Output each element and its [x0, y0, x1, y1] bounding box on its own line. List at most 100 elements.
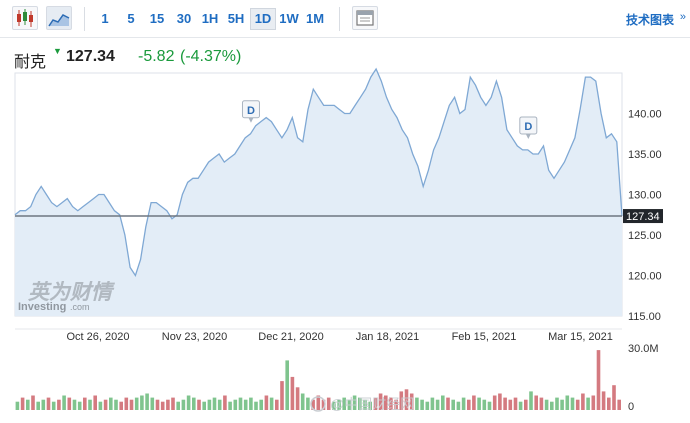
volume-bar: [332, 401, 336, 410]
volume-bar: [321, 399, 326, 410]
volume-bar: [290, 376, 295, 410]
volume-bar: [275, 399, 279, 410]
volume-bar: [326, 397, 331, 410]
volume-bar: [607, 397, 611, 410]
volume-bar: [295, 387, 300, 410]
x-tick-label: Dec 21, 2020: [258, 331, 323, 343]
x-axis: Oct 26, 2020 Nov 23, 2020 Dec 21, 2020 Jan …: [67, 331, 613, 343]
interval-5h-button[interactable]: 5H: [227, 11, 245, 26]
window-icon[interactable]: [352, 6, 378, 30]
volume-bar: [596, 350, 601, 410]
volume-bar: [451, 399, 455, 410]
volume-axis: 30.0M 0: [628, 343, 659, 413]
volume-bar: [46, 397, 51, 410]
weibo-watermark: @中国财经网: [310, 396, 414, 412]
watermark-weibo: @中国财经网: [330, 396, 414, 412]
volume-axis-label-max: 30.0M: [628, 343, 659, 355]
interval-1h-button[interactable]: 1H: [201, 11, 219, 26]
dividend-marker: D: [241, 100, 260, 123]
volume-axis-label-zero: 0: [628, 401, 634, 413]
area-layer: [15, 69, 622, 316]
volume-bar: [300, 393, 305, 410]
volume-bar: [238, 397, 243, 410]
volume-bar: [316, 395, 321, 410]
volume-bar: [586, 397, 590, 410]
volume-bar: [72, 399, 77, 410]
volume-layer: [15, 350, 621, 410]
volume-bar: [259, 399, 263, 410]
toolbar-divider: [339, 7, 340, 31]
volume-bar: [129, 399, 134, 410]
volume-bar: [601, 391, 606, 410]
volume-bar: [461, 397, 466, 410]
interval-1-button[interactable]: 1: [101, 11, 109, 26]
interval-30-button[interactable]: 30: [176, 11, 192, 26]
volume-bar: [617, 399, 621, 410]
volume-bar: [394, 399, 398, 410]
volume-bar: [140, 395, 144, 410]
volume-bar: [435, 399, 440, 410]
price-area: [15, 69, 622, 316]
volume-bar: [487, 401, 492, 410]
volume-bar: [31, 395, 35, 410]
watermark-brand-en: Investing: [18, 301, 66, 313]
volume-bar: [26, 399, 30, 410]
volume-bar: [352, 395, 357, 410]
volume-bar: [492, 395, 497, 410]
volume-bar: [384, 395, 388, 410]
interval-5-button[interactable]: 5: [127, 11, 135, 26]
candlestick-icon[interactable]: [12, 6, 38, 30]
volume-bar: [529, 391, 533, 410]
volume-bar: [518, 401, 523, 410]
volume-bar: [171, 397, 175, 410]
volume-bar: [306, 397, 310, 410]
dividend-marker: D: [519, 116, 538, 139]
volume-bar: [513, 397, 518, 410]
volume-bar: [342, 397, 346, 410]
volume-bar: [425, 401, 430, 410]
interval-1m-button[interactable]: 1M: [305, 11, 325, 26]
double-chevron-right-icon[interactable]: »: [679, 11, 686, 23]
volume-bar: [575, 399, 580, 410]
volume-bar: [202, 401, 206, 410]
volume-bar: [373, 397, 378, 410]
interval-1w-button[interactable]: 1W: [279, 11, 299, 26]
technical-chart-link[interactable]: 技术图表: [625, 13, 674, 27]
volume-bar: [176, 401, 180, 410]
volume-bar: [389, 397, 393, 410]
dividend-marker-pointer: [525, 133, 531, 139]
volume-bar: [57, 399, 61, 410]
volume-bar: [544, 399, 549, 410]
volume-bar: [119, 401, 123, 410]
volume-bar: [420, 399, 424, 410]
volume-bar: [498, 393, 502, 410]
x-tick-label: Feb 15, 2021: [452, 331, 517, 343]
volume-bar: [212, 397, 217, 410]
volume-bar: [228, 401, 232, 410]
y-tick-label: 115.00: [628, 311, 661, 323]
interval-1d-button[interactable]: 1D: [250, 8, 276, 30]
dividend-marker-label: D: [247, 105, 255, 117]
volume-bar: [15, 401, 20, 410]
price-line: [14, 67, 623, 277]
volume-bar: [249, 397, 253, 410]
event-markers: DD: [241, 100, 538, 139]
volume-bar: [192, 397, 196, 410]
volume-bar: [20, 397, 25, 410]
dividend-marker-pointer: [248, 117, 254, 123]
volume-bar: [570, 397, 575, 410]
volume-bar: [269, 397, 274, 410]
volume-bar: [51, 401, 56, 410]
interval-15-button[interactable]: 15: [149, 11, 165, 26]
volume-bar: [399, 391, 404, 410]
volume-bar: [591, 395, 596, 410]
volume-bar: [254, 401, 258, 410]
last-price-tag-label: 127.34: [626, 211, 660, 223]
volume-bar: [311, 399, 315, 410]
instrument-name: 耐克: [14, 54, 47, 71]
area-chart-icon[interactable]: [46, 6, 72, 30]
volume-bar: [83, 397, 87, 410]
volume-bar: [98, 401, 103, 410]
volume-bar: [560, 399, 564, 410]
